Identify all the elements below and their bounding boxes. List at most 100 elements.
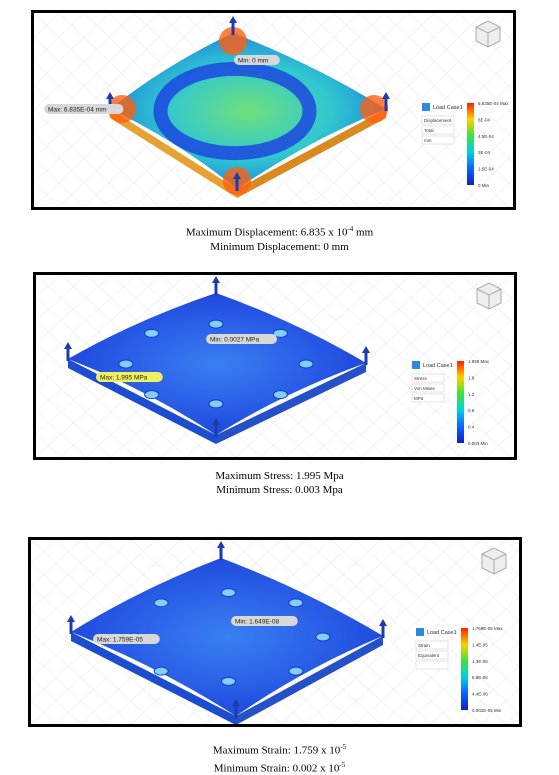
dropdown xyxy=(421,135,455,145)
corner-hotspot xyxy=(219,27,247,55)
probe-label-bg xyxy=(96,372,163,382)
plate-side xyxy=(237,109,386,198)
legend-label: 8.8E-06 xyxy=(472,675,488,680)
probe-label-bg xyxy=(206,334,277,344)
plate-side xyxy=(71,632,236,724)
legend-label: 6E-04 xyxy=(478,117,491,122)
simulation-view: Max: 1.995 MPa Min: 0.0027 MPa Load Case1 S… xyxy=(36,275,514,457)
background-grid xyxy=(358,57,513,207)
background-grid xyxy=(285,275,487,457)
probe-label-bg xyxy=(93,634,160,644)
dropdown xyxy=(411,393,445,403)
legend-label: 6.835E-04 Max xyxy=(478,101,509,106)
legend-label: 1.759E-05 Max xyxy=(472,626,503,631)
background-grid xyxy=(508,202,513,207)
caption-line: Minimum Stress: 0.003 Mpa xyxy=(0,483,559,497)
background-grid xyxy=(385,340,514,457)
legend-label: 4.5E-04 xyxy=(478,134,494,139)
caption-sup: -5 xyxy=(339,760,346,769)
background-grid xyxy=(435,275,514,347)
caption-text: Maximum Displacement: 6.835 x 10 xyxy=(185,226,348,239)
background-grid xyxy=(31,677,82,724)
load-arrow-head xyxy=(233,172,241,179)
background-grid xyxy=(505,711,519,724)
background-grid xyxy=(36,275,112,344)
background-grid xyxy=(355,573,519,724)
dropdown xyxy=(421,115,455,125)
stress-spot xyxy=(153,598,169,608)
load-arrow-head xyxy=(212,418,220,425)
stress-spot xyxy=(144,328,160,338)
dropdown-text: Stress xyxy=(414,376,428,381)
legend-label: 1.995 Max xyxy=(468,359,490,364)
plate-side xyxy=(216,363,366,444)
stress-spot xyxy=(221,588,236,598)
dropdown xyxy=(411,383,445,393)
probe-label: Min: 0 mm xyxy=(238,58,268,65)
legend-label: 3E-04 xyxy=(478,150,491,155)
background-grid xyxy=(31,540,157,656)
caption-text: Minimum Stress: 0.003 Mpa xyxy=(216,484,343,496)
legend-bar xyxy=(467,103,474,185)
probe-label: Min: 1.649E-08 xyxy=(235,619,279,626)
load-case: Load Case1 xyxy=(427,630,457,636)
load-arrow-head xyxy=(106,92,114,99)
displacement-figure: Max: 6.835E-04 mm Min: 0 mm Load Case1 Disp… xyxy=(31,10,516,210)
caption-sup: -5 xyxy=(340,743,347,751)
background-grid xyxy=(383,81,513,207)
background-grid xyxy=(31,700,57,724)
probe-label-bg xyxy=(231,616,298,626)
load-arrow-head xyxy=(379,619,387,626)
stress-spot xyxy=(144,390,160,400)
load-case: Load Case1 xyxy=(423,363,453,369)
background-grid xyxy=(480,688,519,724)
background-grid xyxy=(34,158,85,207)
background-grid xyxy=(435,385,514,457)
background-grid xyxy=(31,540,132,633)
background-grid xyxy=(36,365,137,457)
probe-label: Max: 1.995 MPa xyxy=(100,375,148,382)
background-grid xyxy=(31,540,82,587)
legend-label: 0.002E-05 Min xyxy=(472,708,502,713)
plate-side xyxy=(236,636,383,724)
probe-label: Max: 6.835E-04 mm xyxy=(48,107,107,114)
caption-text: Maximum Stress: 1.995 Mpa xyxy=(215,470,344,482)
caption-sup: -4 xyxy=(347,225,354,233)
stress-spot xyxy=(315,632,331,642)
stress-spot xyxy=(118,359,134,369)
background-grid xyxy=(510,275,514,279)
load-case-button xyxy=(416,628,424,636)
background-grid xyxy=(36,411,87,457)
dropdown xyxy=(421,125,455,135)
plate-top xyxy=(110,33,386,189)
legend-label: 0.8 xyxy=(468,408,475,413)
stress-caption: Maximum Stress: 1.995 Mpa Minimum Stress:… xyxy=(0,469,559,497)
legend-label: 1.3E-05 xyxy=(472,659,488,664)
legend-label: 1.2 xyxy=(468,392,475,397)
background-grid xyxy=(455,665,519,724)
probe-label-bg xyxy=(44,104,124,114)
legend-bar xyxy=(457,361,464,443)
background-grid xyxy=(335,294,514,457)
dropdown-text: Von Mises xyxy=(414,386,436,391)
background-grid xyxy=(458,154,513,207)
background-grid xyxy=(34,133,110,207)
background-grid xyxy=(480,540,519,576)
caption-line: Maximum Stress: 1.995 Mpa xyxy=(0,469,559,483)
caption-line: Minimum Strain: 0.002 x 10-5 xyxy=(0,758,559,775)
background-grid xyxy=(34,13,85,62)
caption-after: mm xyxy=(353,226,374,239)
simulation-view: Max: 6.835E-04 mm Min: 0 mm Load Case1 Disp… xyxy=(34,13,513,207)
plate-side xyxy=(110,109,237,198)
background-grid xyxy=(508,13,513,18)
legend-label: 1.5E-04 xyxy=(478,167,494,172)
strain-caption: Maximum Strain: 1.759 x 10-5 Minimum Stra… xyxy=(0,740,559,775)
load-arrow-head xyxy=(64,342,72,349)
load-arrow-head xyxy=(217,541,225,548)
caption-text: Maximum Strain: 1.759 x 10 xyxy=(212,744,341,757)
background-grid xyxy=(280,540,482,724)
stress-spot xyxy=(221,676,236,686)
background-grid xyxy=(36,433,62,457)
load-arrow-head xyxy=(229,16,237,23)
